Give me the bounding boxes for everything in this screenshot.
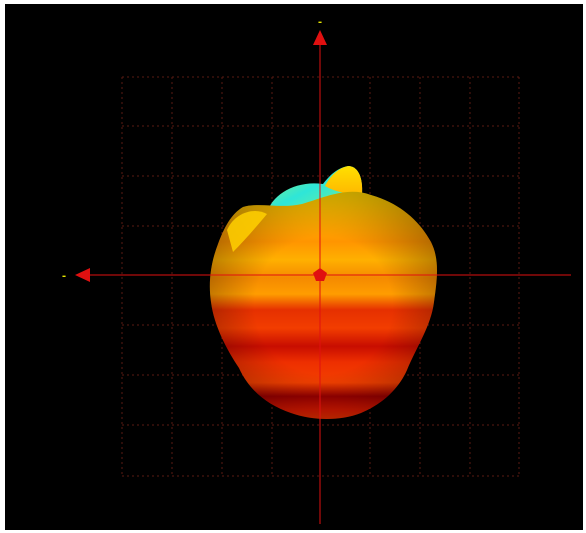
axes [87, 44, 571, 524]
pattern-plot[interactable]: - - [5, 4, 583, 530]
pattern-upper-left-bulge [227, 210, 267, 252]
triangle-up-icon [313, 30, 327, 45]
triangle-left-icon [75, 268, 90, 282]
vertical-axis-marker: - [317, 17, 323, 28]
horizontal-axis-marker: - [61, 271, 67, 282]
pattern-shading [209, 191, 437, 419]
pattern-top-bump [325, 166, 363, 195]
3d-radiation-pattern-viewport[interactable]: - - [5, 4, 583, 530]
pentagon-icon [313, 268, 327, 281]
radiation-pattern-surface[interactable] [209, 166, 437, 419]
